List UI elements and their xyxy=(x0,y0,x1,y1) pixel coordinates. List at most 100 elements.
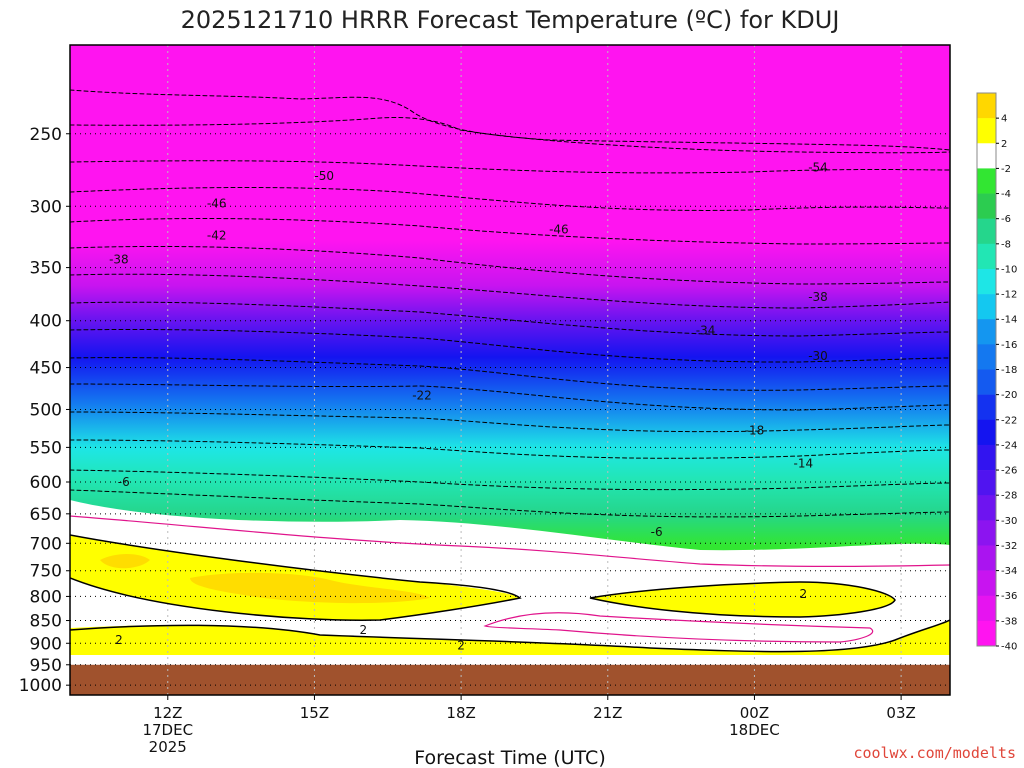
contour-label: -46 xyxy=(207,197,227,211)
colorbar-tick-label: -4 xyxy=(1001,189,1011,200)
plot-area: -50 -54 -46 -46 -42 -38 -38 -34 -30 -22 -18 -14 -6 -6… xyxy=(70,45,950,695)
colorbar-tick-label: -36 xyxy=(1001,591,1017,602)
warm-layer-yellow-low xyxy=(70,620,950,655)
contour-label: -54 xyxy=(808,160,828,174)
colorbar-tick-label: -2 xyxy=(1001,164,1011,175)
plot-frame xyxy=(69,44,951,696)
contour-label: -38 xyxy=(109,253,129,267)
colorbar-tick-label: -38 xyxy=(1001,616,1017,627)
colorbar: 4 2 -2 -4 -6 -8 -10 -12 -14 -16 -18 -20 -22 -24 -26 -28… xyxy=(976,92,1017,653)
colorbar-tick-label: -12 xyxy=(1001,290,1017,301)
x-tick-label: 12Z xyxy=(153,704,182,722)
credit-text[interactable]: coolwx.com/modelts xyxy=(853,744,1016,762)
colorbar-swatch xyxy=(977,620,996,647)
colorbar-swatch xyxy=(977,495,996,521)
chart-title: 2025121710 HRRR Forecast Temperature (ºC… xyxy=(181,6,840,34)
colorbar-swatch xyxy=(977,570,996,597)
colorbar-swatch xyxy=(977,545,996,571)
colorbar-tick-label: -30 xyxy=(1001,516,1017,527)
y-tick-label: 900 xyxy=(30,634,62,654)
contour-lines xyxy=(70,89,950,653)
x-tick-label: 17DEC xyxy=(142,721,193,739)
colorbar-swatch xyxy=(977,193,996,219)
colorbar-swatch xyxy=(977,394,996,421)
contour-label: -30 xyxy=(808,349,828,363)
x-tick-label: 15Z xyxy=(300,704,329,722)
x-tick-label: 18DEC xyxy=(729,721,780,739)
y-tick-label: 700 xyxy=(30,534,62,554)
grid xyxy=(70,45,950,695)
y-tick-label: 250 xyxy=(30,125,62,145)
contour-label: 2 xyxy=(360,623,368,637)
colorbar-swatch xyxy=(977,470,996,496)
colorbar-tick-label: -14 xyxy=(1001,315,1017,326)
colorbar-swatch xyxy=(977,93,996,119)
y-tick-label: 500 xyxy=(30,400,62,420)
colorbar-tick-label: 4 xyxy=(1001,114,1007,125)
colorbar-tick-label: -32 xyxy=(1001,541,1017,552)
contour-label: 2 xyxy=(115,633,123,647)
y-tick-label: 300 xyxy=(30,197,62,217)
contour-label: -18 xyxy=(745,423,765,437)
x-tick-label: 2025 xyxy=(149,738,187,756)
colorbar-tick-label: -24 xyxy=(1001,440,1017,451)
colorbar-tick-label: -20 xyxy=(1001,390,1017,401)
colorbar-swatch xyxy=(977,369,996,395)
colorbar-swatch xyxy=(977,419,996,446)
colorbar-swatch xyxy=(977,243,996,270)
colorbar-tick-label: -6 xyxy=(1001,214,1011,225)
y-tick-label: 450 xyxy=(30,359,62,379)
contour-labels: -50 -54 -46 -46 -42 -38 -38 -34 -30 -22 -18 -14 -6 -6… xyxy=(109,160,828,652)
y-tick-label: 400 xyxy=(30,312,62,332)
contour-label: -46 xyxy=(549,222,569,236)
contour-label: 2 xyxy=(800,587,808,601)
colorbar-swatch xyxy=(977,520,996,546)
colorbar-tick-label: -26 xyxy=(1001,466,1017,477)
colorbar-swatch xyxy=(977,444,996,471)
colorbar-tick-label: -28 xyxy=(1001,491,1017,502)
y-tick-label: 550 xyxy=(30,438,62,458)
colorbar-swatch xyxy=(977,168,996,194)
colorbar-swatch xyxy=(977,294,996,320)
colorbar-tick-label: -40 xyxy=(1001,642,1017,653)
colorbar-swatch xyxy=(977,118,996,144)
contour-label: -6 xyxy=(651,525,663,539)
x-tick-label: 18Z xyxy=(446,704,475,722)
colorbar-swatch xyxy=(977,218,996,245)
colorbar-tick-label: -8 xyxy=(1001,239,1011,250)
contour-label: 2 xyxy=(457,638,465,652)
colorbar-tick-label: -10 xyxy=(1001,264,1017,275)
x-tick-label: 00Z xyxy=(740,704,769,722)
colorbar-swatch xyxy=(977,595,996,622)
colorbar-tick-label: 2 xyxy=(1001,139,1007,150)
y-tick-label: 950 xyxy=(30,656,62,676)
contour-label: -34 xyxy=(696,324,716,338)
contour-label: -22 xyxy=(412,389,432,403)
colorbar-tick-label: -18 xyxy=(1001,365,1017,376)
y-tick-label: 350 xyxy=(30,259,62,279)
colorbar-tick-label: -22 xyxy=(1001,415,1017,426)
y-tick-label: 650 xyxy=(30,505,62,525)
colorbar-tick-label: -16 xyxy=(1001,340,1017,351)
contour-label: -38 xyxy=(808,290,828,304)
y-tick-label: 750 xyxy=(30,562,62,582)
contour-label: -14 xyxy=(794,457,814,471)
colorbar-swatch xyxy=(977,319,996,345)
colorbar-swatch xyxy=(977,268,996,295)
x-tick-label: 03Z xyxy=(886,704,915,722)
y-tick-label: 1000 xyxy=(19,676,62,696)
y-tick-label: 800 xyxy=(30,587,62,607)
x-axis-label: Forecast Time (UTC) xyxy=(414,747,605,768)
colorbar-tick-label: -34 xyxy=(1001,566,1017,577)
y-tick-label: 600 xyxy=(30,473,62,493)
colorbar-swatch xyxy=(977,143,996,169)
contour-label: -50 xyxy=(314,169,334,183)
y-axis: 2503003504004505005506006507007508008509… xyxy=(19,125,70,696)
ground xyxy=(70,664,950,695)
warm-layer-yellow-2 xyxy=(590,582,895,617)
colorbar-swatch xyxy=(977,344,996,370)
warm-core-gold xyxy=(100,554,430,604)
contour-label: -42 xyxy=(207,229,227,243)
